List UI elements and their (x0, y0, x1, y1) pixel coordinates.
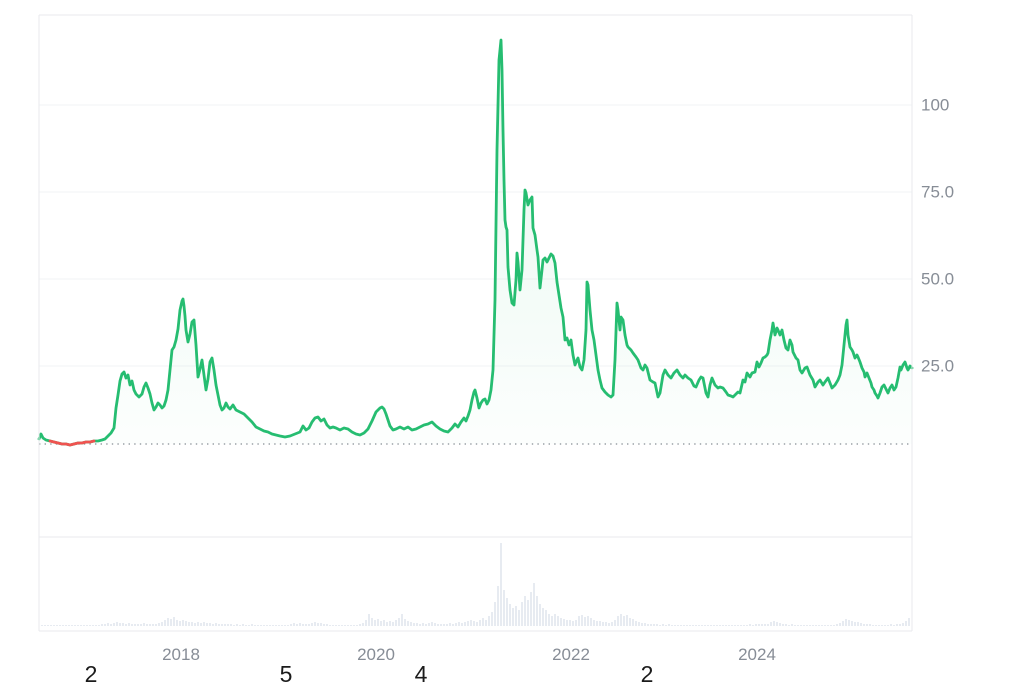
x-axis-label: 2024 (738, 645, 776, 664)
y-axis-label: 50.0 (921, 269, 955, 289)
price-area-fill (39, 40, 912, 445)
pane-borders (38, 14, 913, 632)
x-axis-label: 2022 (552, 645, 590, 664)
gridlines (39, 104, 912, 367)
bottom-number: 5 (279, 661, 293, 687)
y-axis-label: 25.0 (921, 356, 955, 376)
y-axis-label: 75.0 (921, 182, 955, 202)
price-line (37, 38, 914, 447)
price-line-below-baseline (48, 439, 96, 447)
x-axis-label: 2020 (357, 645, 395, 664)
x-axis-label: 2018 (162, 645, 200, 664)
bottom-number: 4 (414, 661, 428, 687)
bottom-number: 2 (640, 661, 654, 687)
volume-bars (41, 543, 910, 626)
y-axis-label: 100 (921, 95, 950, 115)
bottom-number: 2 (84, 661, 98, 687)
